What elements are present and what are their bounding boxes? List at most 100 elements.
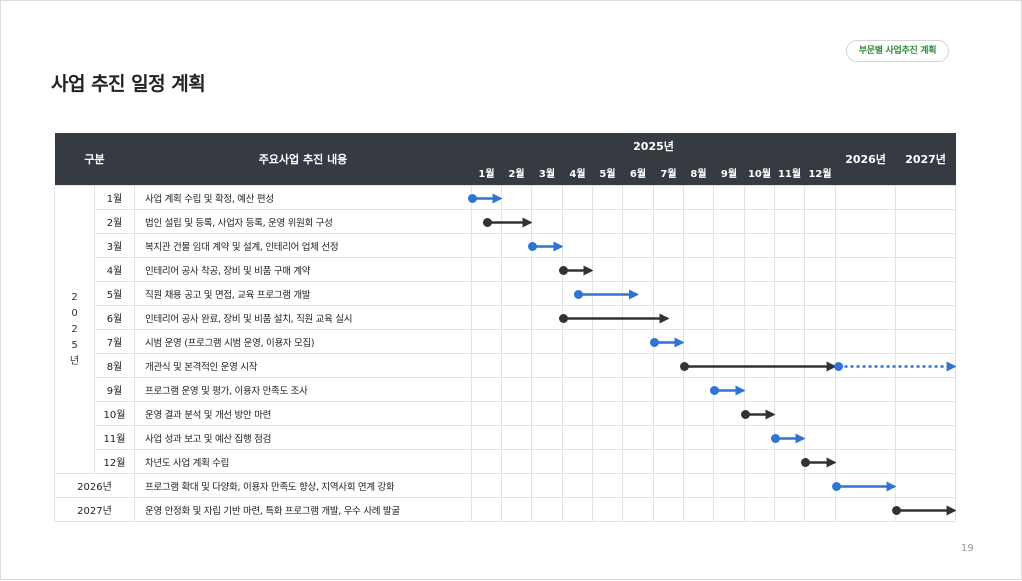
timeline-cell [683,425,714,450]
timeline-cell [531,185,563,210]
section-badge[interactable]: 부문별 사업추진 계획 [846,40,949,62]
timeline-cell [683,233,714,258]
timeline-cell [622,257,654,282]
timeline-cell [803,449,837,474]
year-group-2025: 2 0 2 5 년 [54,185,95,474]
timeline-cell [895,425,957,450]
timeline-cell [592,233,623,258]
table-row: 11월 사업 성과 보고 및 예산 집행 점검 [55,425,957,450]
timeline-cell [713,473,745,498]
timeline-cell [562,377,593,402]
timeline-cell [713,401,745,426]
timeline-cell [835,449,897,474]
page-title: 사업 추진 일정 계획 [51,73,206,95]
month-label: 5월 [94,281,135,306]
timeline-cell [803,185,837,210]
month-label: 7월 [94,329,135,354]
timeline-cell [501,257,532,282]
header-content: 주요사업 추진 내용 [134,133,472,186]
header-month: 10월 [744,159,775,186]
timeline-cell [562,281,593,306]
table-row: 2 0 2 5 년 1월 사업 계획 수립 및 확정, 예산 편성 [54,185,957,474]
timeline-cell [835,257,897,282]
task-description: 직원 채용 공고 및 면접, 교육 프로그램 개발 [134,281,472,306]
timeline-cell [622,401,654,426]
month-label: 1월 [94,185,135,210]
timeline-cell [744,473,775,498]
timeline-cell [592,425,623,450]
timeline-cell [471,425,502,450]
timeline-cell [562,185,593,210]
timeline-cell [501,401,532,426]
timeline-cell [774,329,805,354]
timeline-cell [895,497,957,522]
timeline-cell [744,305,775,330]
table-row: 7월 시범 운영 (프로그램 시범 운영, 이용자 모집) [55,329,957,354]
header-month: 6월 [622,159,654,186]
timeline-cell [622,353,654,378]
timeline-cell [471,305,502,330]
timeline-cell [471,185,502,210]
month-label: 2월 [94,209,135,234]
timeline-cell [774,377,805,402]
task-description: 시범 운영 (프로그램 시범 운영, 이용자 모집) [134,329,472,354]
timeline-cell [683,185,714,210]
timeline-cell [713,329,745,354]
header-year-2026: 2026년 [835,133,896,186]
timeline-cell [562,257,593,282]
timeline-cell [713,353,745,378]
timeline-cell [471,209,502,234]
timeline-cell [592,281,623,306]
timeline-cell [803,353,837,378]
timeline-cell [744,353,775,378]
timeline-cell [622,305,654,330]
timeline-cell [592,185,623,210]
timeline-cell [803,473,837,498]
timeline-cell [501,329,532,354]
table-row: 12월 차년도 사업 계획 수립 [55,449,957,474]
timeline-cell [653,305,684,330]
timeline-cell [471,353,502,378]
timeline-cell [803,497,837,522]
table-row: 4월 인테리어 공사 착공, 장비 및 비품 구매 계약 [55,257,957,282]
timeline-cell [653,497,684,522]
task-description: 인테리어 공사 착공, 장비 및 비품 구매 계약 [134,257,472,282]
timeline-cell [683,449,714,474]
task-description: 인테리어 공사 완료, 장비 및 비품 설치, 직원 교육 실시 [134,305,472,330]
header-month: 3월 [531,159,563,186]
timeline-cell [835,209,897,234]
timeline-cell [501,305,532,330]
timeline-cell [501,449,532,474]
schedule-table: 구분 주요사업 추진 내용 2025년 2026년 2027년 1월 2월 3월 4월… [54,133,957,522]
timeline-cell [501,425,532,450]
timeline-cell [713,425,745,450]
timeline-cell [774,473,805,498]
timeline-cell [531,281,563,306]
task-description: 복지관 건물 임대 계약 및 설계, 인테리어 업체 선정 [134,233,472,258]
month-label: 9월 [94,377,135,402]
timeline-cell [713,449,745,474]
timeline-cell [653,353,684,378]
timeline-cell [683,305,714,330]
timeline-cell [653,377,684,402]
timeline-cell [531,353,563,378]
timeline-cell [471,401,502,426]
task-description: 차년도 사업 계획 수립 [134,449,472,474]
timeline-cell [531,233,563,258]
header-month: 1월 [471,159,502,186]
timeline-cell [562,209,593,234]
timeline-cell [653,281,684,306]
month-label: 11월 [94,425,135,450]
header-month: 9월 [713,159,745,186]
timeline-cell [592,257,623,282]
timeline-cell [803,425,837,450]
timeline-cell [803,281,837,306]
timeline-cell [622,329,654,354]
timeline-cell [622,497,654,522]
timeline-cell [803,209,837,234]
task-description: 사업 계획 수립 및 확정, 예산 편성 [134,185,472,210]
timeline-cell [683,401,714,426]
timeline-cell [744,257,775,282]
timeline-cell [774,257,805,282]
